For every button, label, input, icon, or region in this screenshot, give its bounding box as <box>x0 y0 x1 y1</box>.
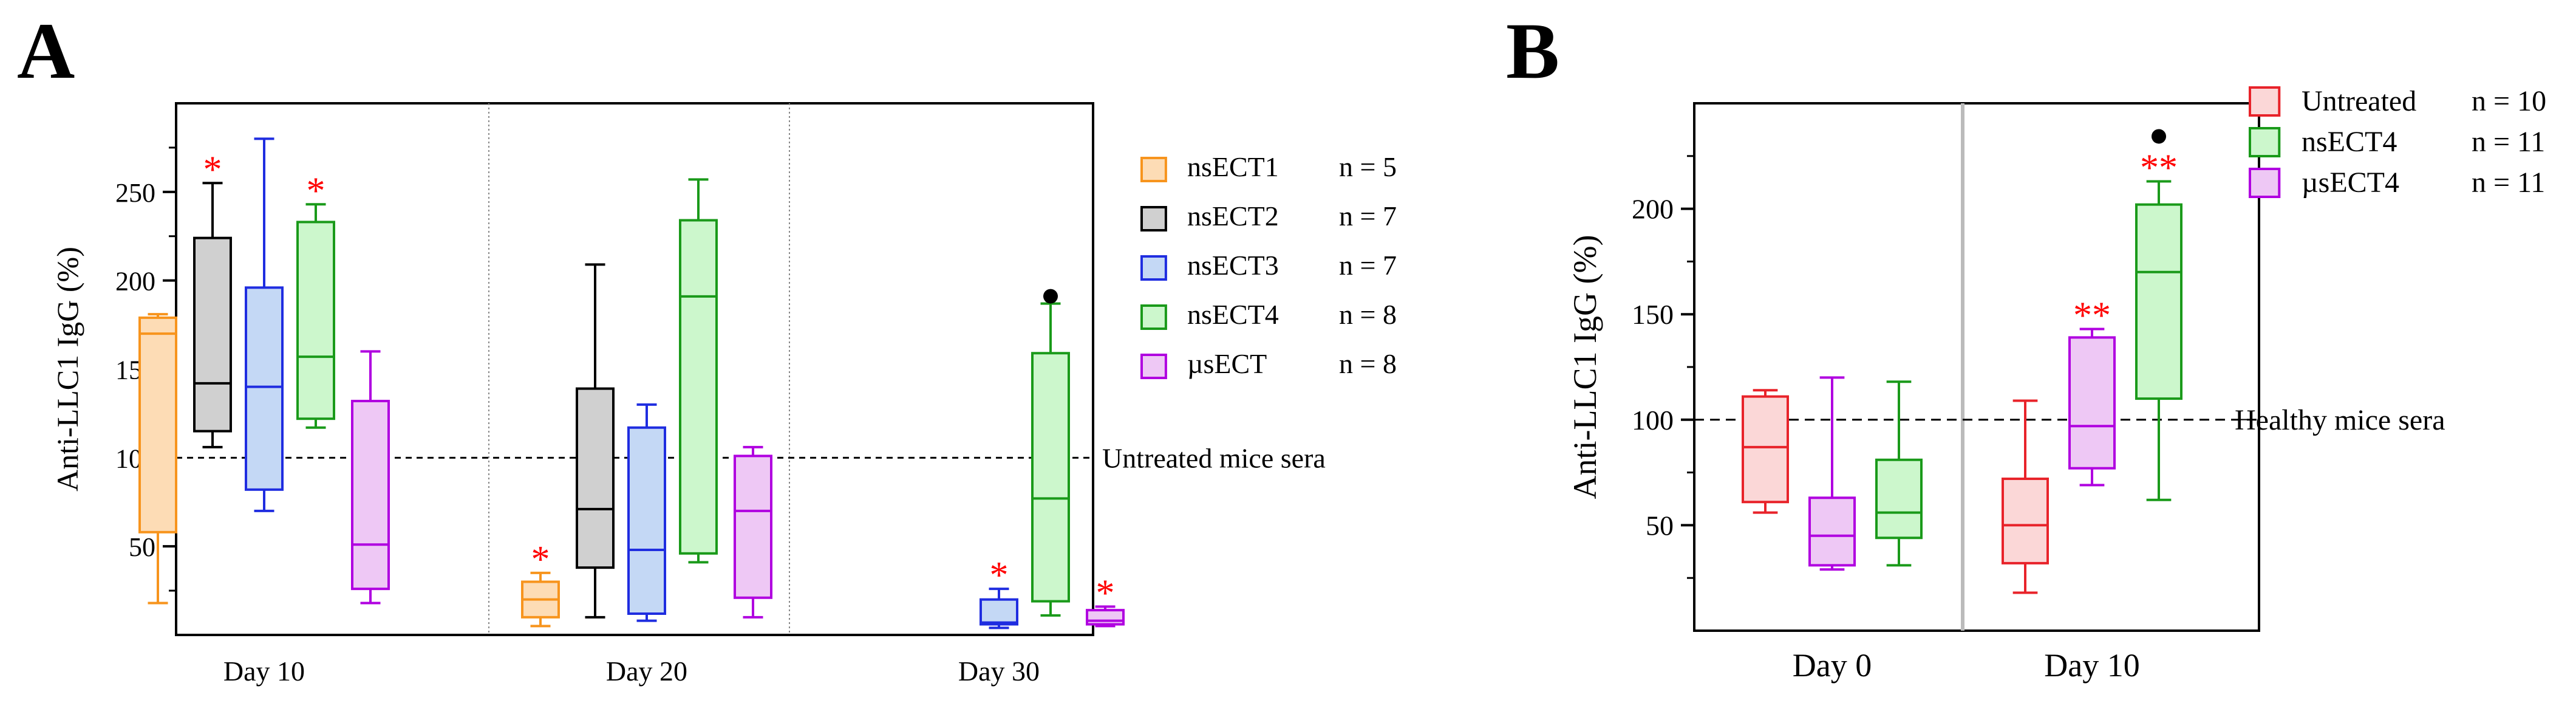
legend-swatch <box>1140 304 1167 330</box>
significance-marker: ** <box>2073 295 2111 337</box>
box-body <box>2068 336 2116 470</box>
legend-series-name: nsECT2 <box>1187 201 1279 231</box>
box-body <box>2002 478 2049 564</box>
box-Untreated-day0 <box>1742 389 1789 514</box>
legend-series-name: nsECT3 <box>1187 250 1279 281</box>
legend-series-name: Untreated <box>2302 85 2416 117</box>
legend-swatch <box>1140 354 1167 379</box>
significance-marker: * <box>531 539 550 580</box>
box-body <box>576 387 615 569</box>
box-sECT-day10 <box>351 350 390 605</box>
box-nsECT3-day10 <box>245 137 284 512</box>
y-axis-label: Anti-LLC1 IgG (%) <box>50 247 84 492</box>
box-body <box>1875 458 1923 540</box>
panel-label-b: B <box>1506 6 1559 95</box>
legend-series-name: µsECT4 <box>2302 166 2399 199</box>
box-nsECT1-day20: * <box>521 539 560 628</box>
box-nsECT3-day30: * <box>980 555 1018 629</box>
box-body <box>2135 203 2182 400</box>
significance-marker: * <box>1096 572 1115 614</box>
legend-series-name: µsECT <box>1187 348 1267 379</box>
y-tick-label: 200 <box>115 267 155 297</box>
y-axis-label: Anti-LLC1 IgG (%) <box>1567 235 1603 499</box>
box-nsECT4-day30 <box>1031 289 1070 617</box>
box-body <box>1742 395 1789 504</box>
reference-line-label: Healthy mice sera <box>2235 404 2445 436</box>
box-Untreated-day10 <box>2002 399 2049 594</box>
legend-n-label: n = 11 <box>2472 126 2545 158</box>
legend-n-label: n = 7 <box>1339 201 1397 231</box>
legend-n-label: n = 5 <box>1339 151 1397 182</box>
y-tick-label: 150 <box>1632 299 1674 330</box>
y-tick-label: 50 <box>129 532 155 562</box>
legend-n-label: n = 10 <box>2472 85 2546 117</box>
box-body <box>679 219 718 555</box>
legend-swatch <box>1140 157 1167 182</box>
box-sECT4-day0 <box>1808 376 1856 571</box>
significance-dot <box>2152 129 2166 144</box>
legend-swatch <box>2249 127 2281 157</box>
legend-series-name: nsECT1 <box>1187 151 1279 182</box>
y-tick-label: 250 <box>115 178 155 208</box>
legend-n-label: n = 11 <box>2472 166 2545 199</box>
box-body <box>138 316 177 533</box>
box-nsECT4-day0 <box>1875 380 1923 567</box>
panel-label-a: A <box>17 6 75 95</box>
box-sECT4-day10: ** <box>2068 295 2116 487</box>
x-group-label: Day 10 <box>223 656 305 687</box>
x-group-label: Day 0 <box>1793 647 1872 684</box>
legend-swatch <box>2249 168 2281 198</box>
significance-marker: * <box>307 170 325 211</box>
legend-series-name: nsECT4 <box>1187 299 1279 330</box>
box-body <box>1808 496 1856 567</box>
box-nsECT4-day20 <box>679 178 718 564</box>
legend-n-label: n = 8 <box>1339 299 1397 330</box>
y-tick-label: 200 <box>1632 194 1674 225</box>
box-body <box>627 426 666 615</box>
legend-swatch <box>2249 86 2281 117</box>
box-body <box>296 221 335 420</box>
box-nsECT2-day10: * <box>193 149 232 448</box>
box-nsECT3-day20 <box>627 403 666 622</box>
legend-n-label: n = 7 <box>1339 250 1397 281</box>
x-group-label: Day 10 <box>2044 647 2139 684</box>
y-tick-label: 50 <box>1646 510 1674 541</box>
box-body <box>193 236 232 433</box>
box-sECT-day20 <box>734 445 772 619</box>
box-nsECT4-day10: * <box>296 170 335 429</box>
significance-dot <box>1043 289 1058 304</box>
panel-b-chart: Healthy mice sera 50 100 150 200 Anti-LLC1 Ig… <box>1567 85 2546 684</box>
significance-marker: ** <box>2140 147 2178 188</box>
x-group-label: Day 30 <box>958 656 1040 687</box>
box-body <box>980 598 1018 626</box>
box-body <box>1031 352 1070 603</box>
panel-a-chart: Untreated mice sera50100150200250Anti-LL… <box>50 102 1397 687</box>
legend-series-name: nsECT4 <box>2302 126 2397 158</box>
y-tick-label: 100 <box>1632 405 1674 436</box>
box-nsECT2-day20 <box>576 263 615 619</box>
box-nsECT1-day10 <box>138 313 177 605</box>
box-nsECT4-day10: ** <box>2135 129 2182 501</box>
reference-line-label: Untreated mice sera <box>1102 442 1326 473</box>
significance-marker: * <box>990 555 1009 596</box>
box-body <box>351 400 390 591</box>
legend-swatch <box>1140 255 1167 281</box>
legend-n-label: n = 8 <box>1339 348 1397 379</box>
box-body <box>734 454 772 599</box>
x-group-label: Day 20 <box>606 656 687 687</box>
significance-marker: * <box>203 149 222 190</box>
box-sECT-day30: * <box>1086 572 1125 628</box>
box-body <box>245 286 284 491</box>
legend-swatch <box>1140 206 1167 231</box>
